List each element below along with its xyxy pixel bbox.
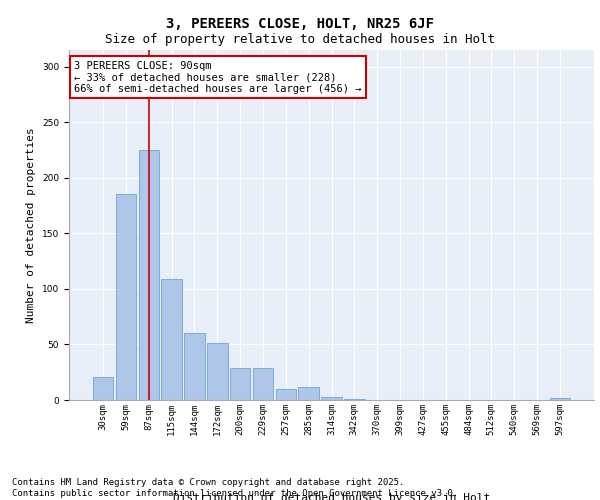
Text: 3 PEREERS CLOSE: 90sqm
← 33% of detached houses are smaller (228)
66% of semi-de: 3 PEREERS CLOSE: 90sqm ← 33% of detached…	[74, 60, 362, 94]
Bar	[184, 334, 205, 400]
Text: 3, PEREERS CLOSE, HOLT, NR25 6JF: 3, PEREERS CLOSE, HOLT, NR25 6JF	[166, 18, 434, 32]
Bar	[298, 386, 319, 400]
Bar	[275, 389, 296, 400]
Bar	[93, 376, 113, 400]
Bar	[253, 368, 273, 400]
Bar	[550, 398, 570, 400]
Bar	[321, 396, 342, 400]
Bar	[116, 194, 136, 400]
Text: Size of property relative to detached houses in Holt: Size of property relative to detached ho…	[105, 32, 495, 46]
Bar	[344, 399, 365, 400]
X-axis label: Distribution of detached houses by size in Holt: Distribution of detached houses by size …	[173, 494, 490, 500]
Y-axis label: Number of detached properties: Number of detached properties	[26, 127, 37, 323]
Bar	[161, 279, 182, 400]
Bar	[230, 368, 250, 400]
Bar	[139, 150, 159, 400]
Text: Contains HM Land Registry data © Crown copyright and database right 2025.
Contai: Contains HM Land Registry data © Crown c…	[12, 478, 458, 498]
Bar	[207, 344, 227, 400]
